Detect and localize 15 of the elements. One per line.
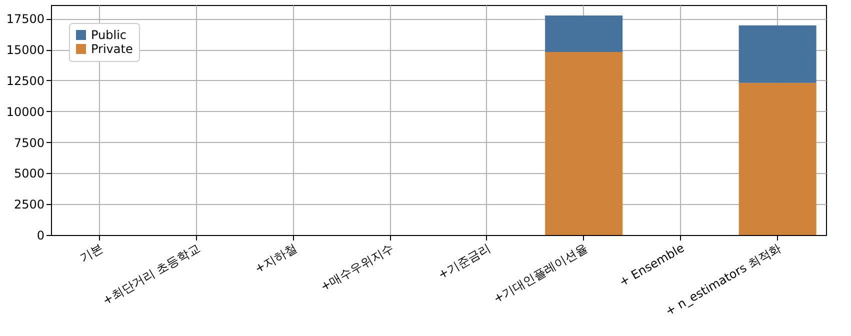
bar	[738, 25, 816, 83]
y-tick-label: 2500	[14, 198, 44, 212]
y-tick-label: 10000	[6, 104, 44, 119]
bar	[545, 52, 623, 235]
y-tick-label: 15000	[6, 43, 44, 58]
y-tick-label: 12500	[6, 74, 44, 88]
y-tick-label: 0	[36, 228, 44, 242]
legend-label: Public	[91, 28, 127, 42]
bar	[738, 82, 816, 235]
x-tick-label: 기본	[78, 240, 106, 265]
y-tick-label: 5000	[14, 166, 44, 181]
legend-label: Private	[91, 42, 133, 56]
y-tick-label: 7500	[14, 136, 44, 150]
y-tick-label: 17500	[6, 12, 44, 26]
bar	[545, 16, 623, 52]
